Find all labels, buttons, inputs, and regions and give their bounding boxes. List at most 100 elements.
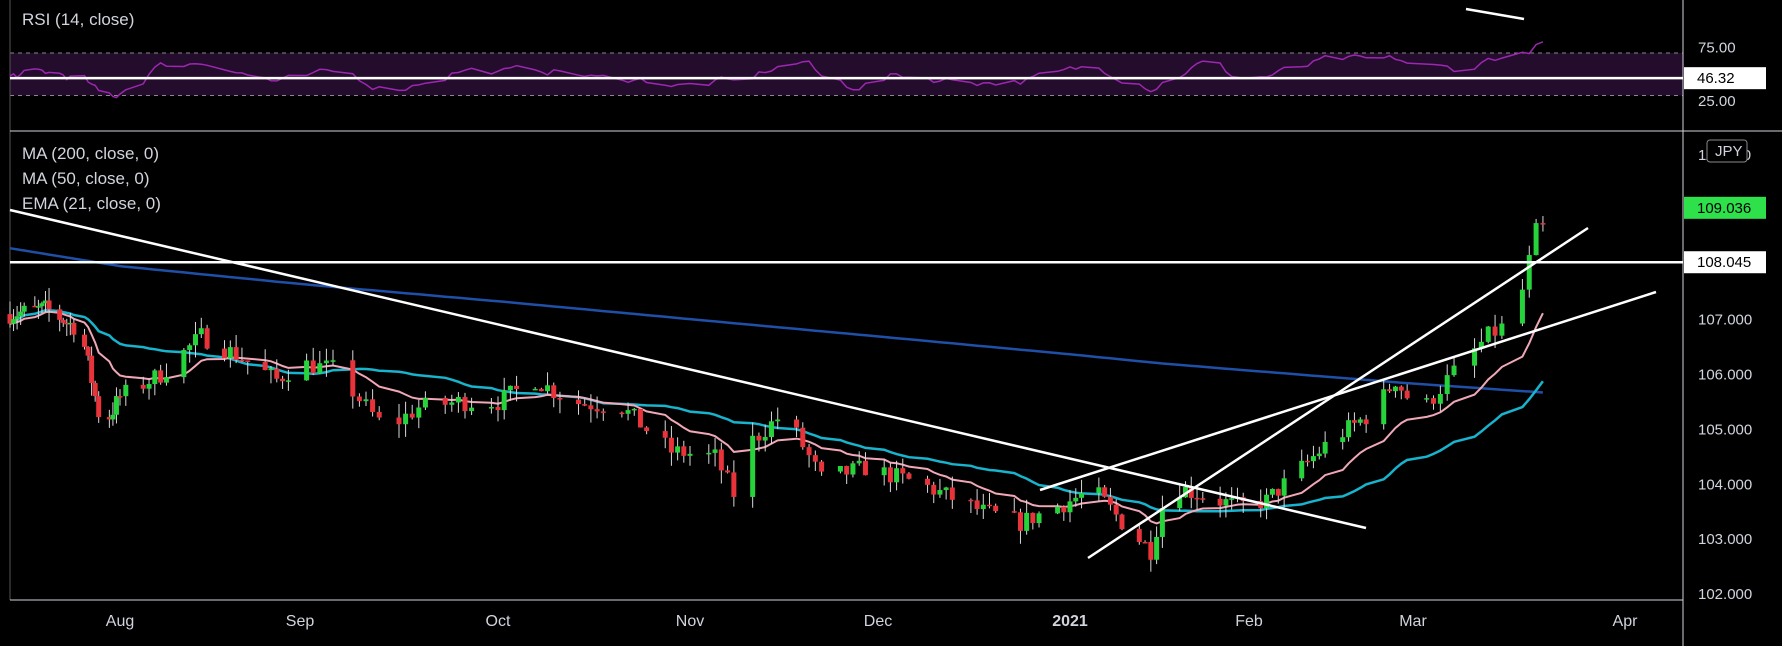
- candle-body: [681, 446, 687, 456]
- candle-body: [21, 305, 27, 312]
- candle-body: [1451, 365, 1457, 376]
- candle-body: [117, 396, 123, 398]
- candle-body: [631, 408, 637, 411]
- candle-body: [1119, 514, 1125, 530]
- date-label-nov: Nov: [676, 613, 704, 630]
- candle-body: [488, 407, 494, 409]
- candle-body: [980, 504, 986, 509]
- candle-body: [233, 347, 239, 360]
- candle-body: [837, 466, 843, 472]
- candle-body: [1519, 289, 1525, 324]
- candle-body: [600, 411, 606, 413]
- candle-body: [1113, 504, 1119, 515]
- candle-body: [862, 460, 868, 476]
- candle-body: [403, 413, 409, 425]
- candle-body: [1322, 441, 1328, 454]
- candle-body: [501, 390, 507, 411]
- candle-body: [376, 411, 382, 418]
- rsi-tick-75: 75.00: [1698, 40, 1736, 57]
- candle-body: [274, 368, 280, 379]
- candle-body: [123, 384, 129, 397]
- candle-body: [931, 484, 937, 495]
- candle-body: [768, 421, 774, 438]
- last-price-tag: 109.036: [1697, 200, 1751, 217]
- candle-body: [89, 355, 95, 383]
- candle-body: [1142, 542, 1148, 544]
- candle-body: [64, 322, 70, 325]
- candle-body: [1188, 487, 1194, 498]
- candle-body: [455, 397, 461, 403]
- candle-body: [619, 412, 625, 415]
- candle-body: [198, 328, 204, 335]
- candle-body: [1363, 419, 1369, 425]
- candle-body: [1540, 223, 1546, 225]
- candle-body: [794, 419, 800, 428]
- ma50-label: MA (50, close, 0): [22, 169, 150, 188]
- rsi-value-tag: 46.32: [1697, 70, 1735, 87]
- candle-body: [538, 388, 544, 392]
- lower-channel-line: [1039, 290, 1657, 492]
- candle-body: [806, 447, 812, 456]
- candle-body: [42, 300, 48, 304]
- candle-body: [1200, 498, 1206, 500]
- candle-body: [449, 402, 455, 405]
- candle-body: [152, 370, 158, 385]
- candle-body: [937, 490, 943, 495]
- candle-body: [644, 427, 650, 432]
- candle-body: [60, 319, 66, 323]
- candle-body: [1229, 498, 1235, 500]
- candle-body: [1030, 512, 1036, 524]
- candle-body: [551, 385, 557, 399]
- ema21-label: EMA (21, close, 0): [22, 194, 161, 213]
- price-tick-107.000: 107.000: [1698, 312, 1752, 329]
- candle-body: [350, 360, 356, 397]
- candle-body: [1485, 326, 1491, 342]
- candle-body: [1036, 513, 1042, 524]
- candle-body: [495, 407, 501, 411]
- candle-body: [949, 487, 955, 500]
- candle-body: [762, 437, 768, 441]
- candle-body: [925, 478, 931, 485]
- candle-body: [422, 397, 428, 408]
- candle-body: [187, 345, 193, 350]
- candle-body: [1424, 398, 1430, 400]
- candle-body: [974, 500, 980, 509]
- candle-body: [1526, 255, 1532, 290]
- level-price-tag: 108.045: [1697, 254, 1751, 271]
- candle-body: [163, 377, 169, 383]
- level-price-tag-bg: [1684, 251, 1766, 274]
- candle-body: [675, 446, 681, 453]
- candle-body: [1316, 453, 1322, 457]
- candle-body: [637, 408, 643, 428]
- price-tick-104.000: 104.000: [1698, 476, 1752, 493]
- candle-body: [1437, 393, 1443, 404]
- candle-body: [1299, 460, 1305, 479]
- candle-body: [1357, 419, 1363, 423]
- candle-body: [1275, 488, 1281, 496]
- candle-body: [1499, 323, 1505, 336]
- candle-body: [192, 334, 198, 346]
- price-tick-105.000: 105.000: [1698, 421, 1752, 438]
- candle-body: [588, 405, 594, 410]
- candle-body: [1492, 326, 1498, 336]
- rsi-line: [9, 41, 1544, 99]
- candle-body: [85, 346, 91, 356]
- candle-body: [986, 504, 992, 507]
- candle-body: [35, 306, 41, 308]
- candle-body: [1073, 497, 1079, 502]
- candle-body: [576, 399, 582, 405]
- candle-body: [57, 309, 63, 320]
- candle-body: [894, 468, 900, 483]
- candle-body: [239, 359, 245, 362]
- candle-body: [625, 410, 631, 414]
- candle-body: [96, 396, 102, 418]
- candle-body: [750, 435, 756, 497]
- candle-body: [687, 453, 693, 456]
- candle-body: [887, 467, 893, 483]
- price-tick-102.000: 102.000: [1698, 586, 1752, 603]
- candle-body: [718, 449, 724, 471]
- candle-body: [856, 460, 862, 464]
- candle-body: [1017, 512, 1023, 531]
- candle-body: [800, 427, 806, 448]
